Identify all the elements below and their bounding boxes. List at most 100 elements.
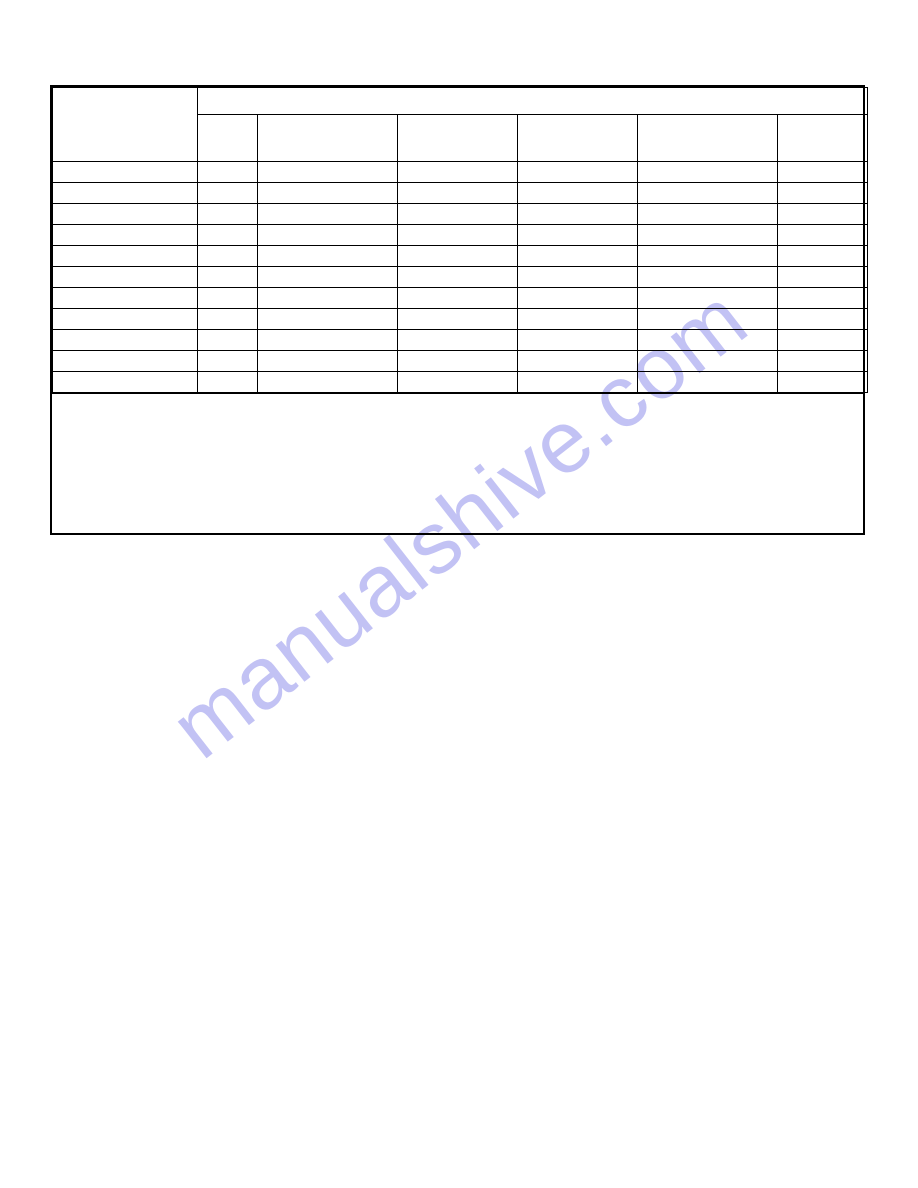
table-row xyxy=(53,162,868,183)
cell xyxy=(518,288,638,309)
spec-table-container xyxy=(50,85,865,535)
cell xyxy=(53,246,198,267)
cell xyxy=(53,183,198,204)
cell xyxy=(778,372,868,393)
cell xyxy=(53,267,198,288)
cell xyxy=(53,288,198,309)
cell xyxy=(398,162,518,183)
cell xyxy=(778,267,868,288)
table-row xyxy=(53,330,868,351)
header-col-5 xyxy=(778,115,868,162)
cell xyxy=(258,162,398,183)
cell xyxy=(398,330,518,351)
cell xyxy=(518,246,638,267)
cell xyxy=(398,267,518,288)
cell xyxy=(638,309,778,330)
table-row xyxy=(53,225,868,246)
cell xyxy=(53,351,198,372)
cell xyxy=(258,267,398,288)
spec-table xyxy=(52,87,868,393)
cell xyxy=(638,330,778,351)
table-row xyxy=(53,372,868,393)
cell xyxy=(778,162,868,183)
cell xyxy=(258,330,398,351)
header-span xyxy=(198,88,868,115)
cell xyxy=(638,351,778,372)
cell xyxy=(778,351,868,372)
cell xyxy=(778,183,868,204)
cell xyxy=(258,351,398,372)
cell xyxy=(638,288,778,309)
cell xyxy=(198,162,258,183)
cell xyxy=(258,309,398,330)
cell xyxy=(518,330,638,351)
cell xyxy=(778,225,868,246)
cell xyxy=(398,225,518,246)
cell xyxy=(258,288,398,309)
cell xyxy=(398,183,518,204)
table-row xyxy=(53,288,868,309)
cell xyxy=(53,309,198,330)
cell xyxy=(53,225,198,246)
table-row xyxy=(53,351,868,372)
table-notes xyxy=(52,393,863,533)
cell xyxy=(53,372,198,393)
cell xyxy=(778,246,868,267)
cell xyxy=(638,204,778,225)
cell xyxy=(198,246,258,267)
header-col-3 xyxy=(518,115,638,162)
cell xyxy=(398,309,518,330)
table-row xyxy=(53,246,868,267)
header-col-1 xyxy=(258,115,398,162)
cell xyxy=(53,330,198,351)
cell xyxy=(398,372,518,393)
cell xyxy=(198,267,258,288)
cell xyxy=(198,372,258,393)
table-row xyxy=(53,183,868,204)
cell xyxy=(258,246,398,267)
cell xyxy=(53,162,198,183)
table-row xyxy=(53,204,868,225)
cell xyxy=(518,351,638,372)
page: manualshive.com xyxy=(0,0,918,1188)
header-corner xyxy=(53,88,198,162)
cell xyxy=(398,204,518,225)
cell xyxy=(518,309,638,330)
cell xyxy=(778,288,868,309)
cell xyxy=(398,246,518,267)
cell xyxy=(258,225,398,246)
cell xyxy=(198,351,258,372)
cell xyxy=(398,351,518,372)
cell xyxy=(198,288,258,309)
table-body xyxy=(53,162,868,393)
cell xyxy=(258,183,398,204)
cell xyxy=(518,267,638,288)
cell xyxy=(53,204,198,225)
cell xyxy=(518,183,638,204)
cell xyxy=(198,330,258,351)
cell xyxy=(638,372,778,393)
table-row xyxy=(53,309,868,330)
cell xyxy=(638,183,778,204)
cell xyxy=(198,309,258,330)
cell xyxy=(198,225,258,246)
cell xyxy=(198,183,258,204)
cell xyxy=(258,204,398,225)
header-col-4 xyxy=(638,115,778,162)
cell xyxy=(638,246,778,267)
cell xyxy=(778,204,868,225)
cell xyxy=(778,330,868,351)
header-col-0 xyxy=(198,115,258,162)
cell xyxy=(518,372,638,393)
cell xyxy=(638,162,778,183)
cell xyxy=(518,162,638,183)
table-row xyxy=(53,267,868,288)
cell xyxy=(638,267,778,288)
cell xyxy=(778,309,868,330)
cell xyxy=(398,288,518,309)
cell xyxy=(258,372,398,393)
header-col-2 xyxy=(398,115,518,162)
cell xyxy=(518,225,638,246)
cell xyxy=(518,204,638,225)
cell xyxy=(198,204,258,225)
